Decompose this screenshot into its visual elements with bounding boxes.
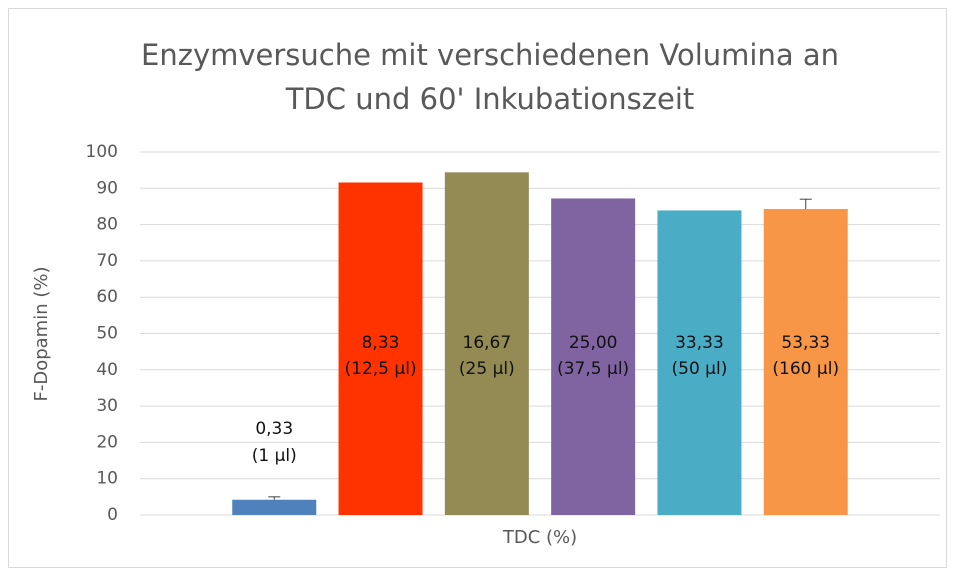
bar <box>232 499 317 515</box>
bar <box>444 172 529 515</box>
y-tick-label: 40 <box>96 360 118 380</box>
bar-label: 8,33 <box>362 333 400 353</box>
bar-label: (1 µl) <box>252 446 297 466</box>
bar-label: 53,33 <box>781 333 830 353</box>
chart-title: Enzymversuche mit verschiedenen Volumina… <box>141 38 839 72</box>
y-tick-label: 20 <box>96 432 118 452</box>
bar-label: 0,33 <box>255 419 293 439</box>
bar-label: 16,67 <box>463 333 512 353</box>
y-tick-label: 10 <box>96 469 118 489</box>
bar-label: (50 µl) <box>672 359 728 379</box>
bar <box>763 208 848 515</box>
y-tick-label: 90 <box>96 178 118 198</box>
bar <box>551 198 636 516</box>
bar <box>657 210 742 515</box>
x-axis-title: TDC (%) <box>502 527 577 548</box>
y-axis-title: F-Dopamin (%) <box>31 267 52 402</box>
y-tick-label: 80 <box>96 215 118 235</box>
y-tick-label: 0 <box>107 505 118 525</box>
y-tick-label: 60 <box>96 287 118 307</box>
y-tick-label: 30 <box>96 396 118 416</box>
y-tick-label: 50 <box>96 324 118 344</box>
bar-label: (25 µl) <box>459 359 515 379</box>
y-tick-label: 100 <box>86 142 118 162</box>
bar-label: (37,5 µl) <box>557 359 629 379</box>
bar-label: 33,33 <box>675 333 724 353</box>
bar-label: (12,5 µl) <box>345 359 417 379</box>
bar <box>338 182 423 515</box>
bar-label: (160 µl) <box>772 359 839 379</box>
chart-title: TDC und 60' Inkubationszeit <box>285 82 695 116</box>
y-tick-label: 70 <box>96 251 118 271</box>
bar-label: 25,00 <box>569 333 618 353</box>
